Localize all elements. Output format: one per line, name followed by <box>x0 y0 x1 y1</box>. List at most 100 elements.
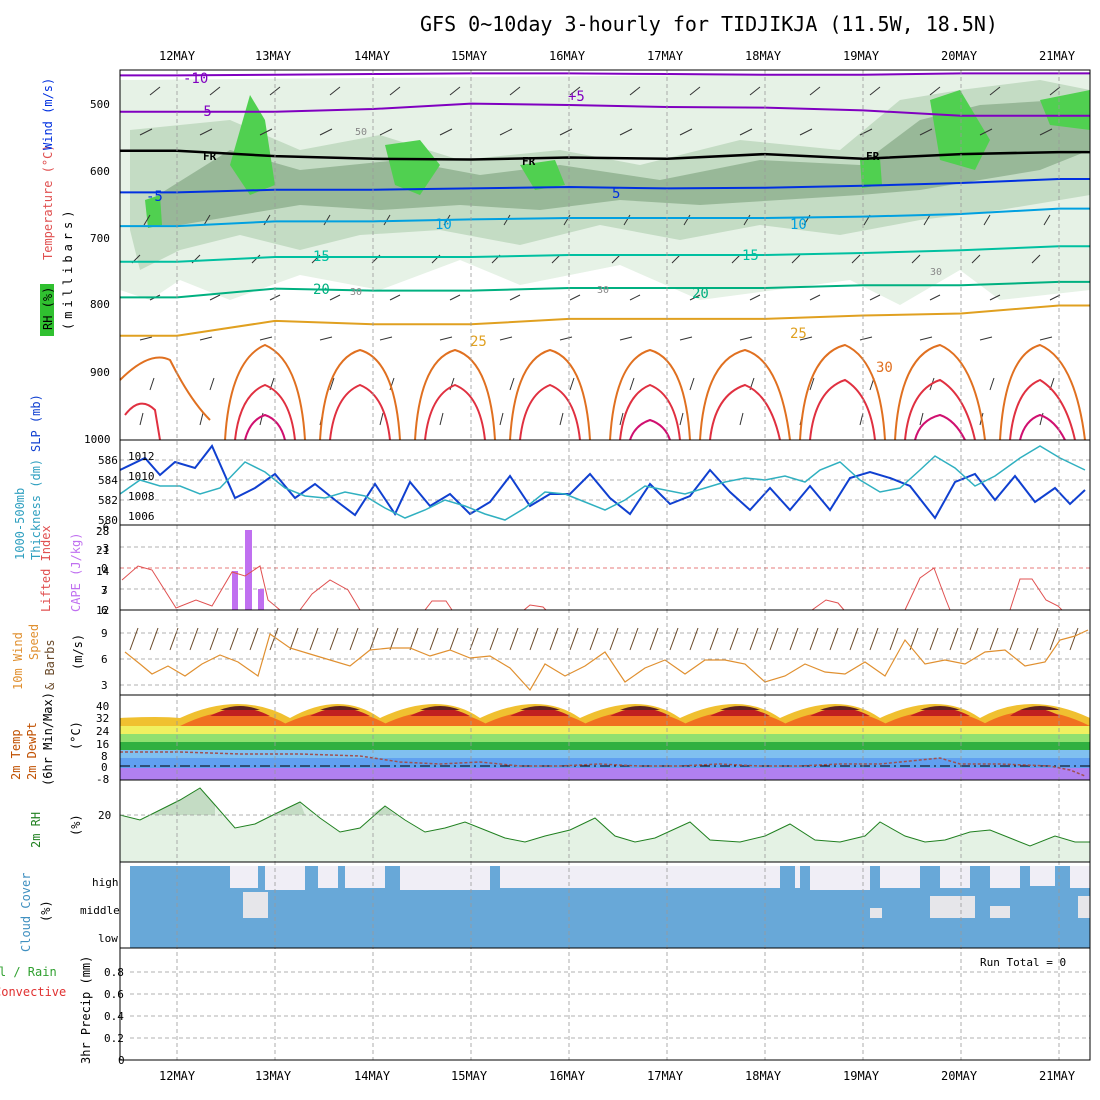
date-label: 21MAY <box>1039 1069 1076 1083</box>
slp-line <box>119 444 1086 520</box>
date-label: 19MAY <box>843 1069 880 1083</box>
date-label: 19MAY <box>843 49 880 63</box>
wind-axis-label: Wind (m/s) <box>41 78 55 150</box>
chart-title: GFS 0~10day 3-hourly for TIDJIKJA (11.5W… <box>420 12 998 36</box>
lifted-index-line <box>424 600 453 611</box>
date-label: 18MAY <box>745 49 782 63</box>
temp2m-panel: 40 32 24 16 8 0 -8 2m Temp 2m DewPt (6hr… <box>9 692 1090 786</box>
rh-area-moist <box>385 140 440 195</box>
thickness-axis-label: Thickness (dm) <box>29 459 43 560</box>
pressure-tick: 800 <box>90 298 110 311</box>
date-label: 17MAY <box>647 49 684 63</box>
cape-tick: 21 <box>96 544 109 557</box>
wind-speed-tick: 6 <box>101 653 108 666</box>
cape-axis-label-group: CAPE (J/kg) <box>69 533 83 612</box>
temp-tick: -8 <box>96 773 109 786</box>
date-label: 16MAY <box>549 49 586 63</box>
wind-speed-tick: 9 <box>101 627 108 640</box>
cloud-level-label: low <box>98 932 118 945</box>
cape-tick: 12 <box>96 604 109 617</box>
wind10m-axis-label: Speed <box>27 624 41 660</box>
wind-speed-line <box>124 629 1089 692</box>
temp-tick: 16 <box>96 738 109 751</box>
cloud-panel: high middle low Cloud Cover (%) <box>19 866 1090 952</box>
temp-peak-wave <box>220 706 1060 710</box>
rh-area-dark <box>150 100 1090 225</box>
isotherm-label: +5 <box>568 89 585 105</box>
li-axis-label: Lifted Index <box>39 525 53 612</box>
wind-speed-tick: 3 <box>101 679 108 692</box>
li-tick: -3 <box>96 542 109 555</box>
li-tick: 3 <box>101 584 108 597</box>
upper-air-panel: -10 -5 +5 -5 5 10 10 15 15 20 20 25 25 3… <box>40 71 1090 446</box>
isotherm-label: 5 <box>612 186 620 202</box>
rh2m-above-20 <box>150 788 395 815</box>
isotherm-line <box>120 280 1090 299</box>
cloud-gaps-middle <box>243 892 1090 918</box>
precip-tick: 0.2 <box>104 1032 124 1045</box>
wind10m-ticks: 9 6 3 <box>101 627 108 692</box>
cloud-level-labels: high middle low <box>80 876 120 945</box>
temp-axis-label: 2m DewPt <box>25 722 39 780</box>
cloud-level-label: middle <box>80 904 120 917</box>
isotherm-30 <box>119 343 1086 441</box>
millibars-label: (millibars) <box>61 207 75 330</box>
pressure-axis: 500 600 700 800 900 1000 <box>84 98 111 446</box>
isotherm-label: 15 <box>313 249 330 265</box>
date-label: 16MAY <box>549 1069 586 1083</box>
pressure-tick: 900 <box>90 366 110 379</box>
isotherm-line <box>120 207 1090 228</box>
rh-legend-swatch <box>40 284 54 336</box>
temp-tick: 0 <box>101 761 108 774</box>
isotherm-label: 20 <box>313 282 330 298</box>
lifted-index-line <box>811 599 845 611</box>
lifted-index-line <box>299 579 361 611</box>
isotherm-label: 25 <box>790 326 807 342</box>
cloud-axis-label: Cloud Cover <box>19 873 33 952</box>
rh-area-moist <box>930 90 990 170</box>
wind10m-axis-label: 10m Wind <box>11 632 25 690</box>
precip-tick: 0.8 <box>104 966 124 979</box>
date-label: 18MAY <box>745 1069 782 1083</box>
rh2m-panel: 20 2m RH (%) <box>29 787 1090 862</box>
temp-band <box>120 768 1090 780</box>
isotherm-label: -5 <box>195 104 212 120</box>
rh-contour-label: 50 <box>355 127 367 138</box>
rh-axis-label: RH (%) <box>41 287 55 330</box>
isotherm-line <box>120 245 1090 263</box>
date-label: 20MAY <box>941 1069 978 1083</box>
slp-tick: 1010 <box>128 470 155 483</box>
temp-band <box>120 758 1090 768</box>
temp-axis-label: (6hr Min/Max) <box>41 692 55 786</box>
temp-band <box>120 750 1090 758</box>
temp-axis-label: 2m Temp <box>9 729 23 780</box>
cape-li-axis-labels: Lifted Index <box>39 525 53 612</box>
temp-band <box>120 742 1090 750</box>
isotherm-lines <box>120 72 1090 337</box>
li-tick: 0 <box>101 562 108 575</box>
cape-li-panel: -6 -3 0 3 6 28 21 14 7 12 Lifted Index C… <box>39 521 1090 617</box>
isotherm-35 <box>124 378 1076 441</box>
lifted-index-line <box>523 604 547 611</box>
slp-tick: 1012 <box>128 450 155 463</box>
isotherm-labels: -10 -5 +5 -5 5 10 10 15 15 20 20 25 25 3… <box>146 71 942 376</box>
cape-axis-label: CAPE (J/kg) <box>69 533 83 612</box>
isotherm-label: 15 <box>742 248 759 264</box>
day-grid-lines <box>176 70 1060 1060</box>
bottom-date-labels: 12MAY 13MAY 14MAY 15MAY 16MAY 17MAY 18MA… <box>159 1069 1076 1083</box>
lifted-index-line <box>121 565 281 611</box>
rh2m-axis-label: 2m RH <box>29 812 43 848</box>
cloud-unit-group: (%) <box>39 900 53 922</box>
wind10m-panel: 9 6 3 10m Wind Speed & Barbs (m/s) <box>11 624 1090 692</box>
rh-contour-label: 30 <box>930 267 942 278</box>
rh2m-area <box>120 788 1090 862</box>
rh-area-moist <box>860 158 882 188</box>
isotherm-label: -5 <box>146 189 163 205</box>
rh2m-unit-group: (%) <box>69 814 83 836</box>
temp2m-ticks: 40 32 24 16 8 0 -8 <box>96 700 110 786</box>
precip-axis-label-group: 3hr Precip (mm) <box>79 956 93 1064</box>
date-label: 14MAY <box>354 1069 391 1083</box>
isotherm-line <box>120 102 1090 117</box>
isotherm-line <box>120 177 1090 194</box>
rh-area-moist <box>230 95 275 195</box>
